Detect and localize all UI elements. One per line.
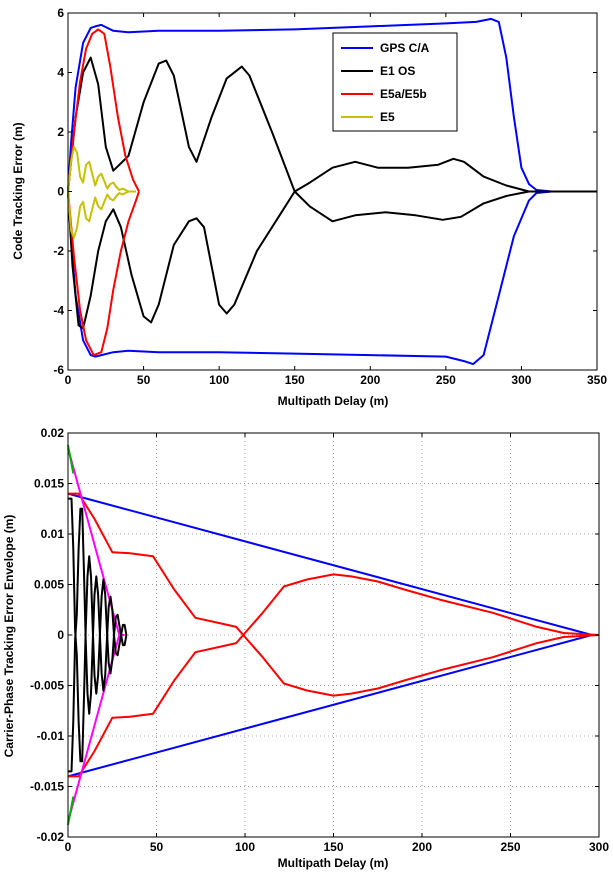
y-tick-label: -0.02 — [37, 830, 65, 844]
x-tick-label: 50 — [150, 840, 164, 854]
gps-c-a-upper-line — [67, 17, 597, 193]
y-tick-label: -2 — [53, 244, 64, 258]
legend: GPS C/A E1 OS E5a/E5b E5 — [332, 32, 458, 132]
x-tick-label: 150 — [323, 840, 343, 854]
x-tick-label: 100 — [235, 840, 255, 854]
x-tick-label: 300 — [511, 373, 531, 387]
series-group — [67, 17, 597, 366]
gps-c-a-lower-line — [67, 190, 597, 366]
x-tick-label: 100 — [209, 373, 229, 387]
y-tick-label: -0.005 — [30, 679, 64, 693]
y-tick-label: -0.015 — [30, 780, 64, 794]
x-tick-label: 0 — [65, 373, 72, 387]
y-tick-label: 0.005 — [34, 578, 64, 592]
y-tick-label: 0.02 — [41, 426, 65, 440]
e1-os-upper-line — [67, 56, 597, 193]
y-axis-label: Code Tracking Error (m) — [11, 122, 25, 259]
e5-legend-label: E5 — [380, 110, 395, 124]
carrier-phase-error-chart: 0 50 100 150 200 250 300 -0.02 -0.015 -0.01 -0.005… — [2, 426, 609, 870]
series-1-lower-line — [67, 634, 593, 778]
series-1-upper-line — [67, 492, 593, 636]
series-4-upper-line — [67, 444, 75, 474]
x-tick-label: 250 — [500, 840, 520, 854]
x-tick-label: 0 — [65, 840, 72, 854]
y-tick-label: 4 — [57, 66, 64, 80]
x-axis-label: Multipath Delay (m) — [278, 394, 389, 408]
x-tick-label: 200 — [360, 373, 380, 387]
x-tick-label: 150 — [285, 373, 305, 387]
x-tick-label: 250 — [436, 373, 456, 387]
e5a-e5b-legend-label: E5a/E5b — [380, 87, 427, 101]
series-2-upper-line — [68, 492, 600, 697]
e5a-e5b-upper-line — [67, 28, 140, 192]
legend-box — [332, 32, 458, 132]
y-tick-label: 0 — [57, 628, 64, 642]
series-2-lower-line — [68, 573, 600, 778]
e5a-e5b-lower-line — [67, 191, 140, 357]
series-4-lower-line — [67, 796, 75, 826]
series-group — [67, 444, 600, 826]
e5-upper-line — [67, 145, 136, 193]
series-5-upper-line — [68, 497, 128, 763]
x-tick-label: 200 — [412, 840, 432, 854]
y-tick-label: 0 — [57, 185, 64, 199]
y-tick-label: -6 — [53, 363, 64, 377]
e1-os-legend-label: E1 OS — [380, 64, 415, 78]
y-tick-label: 2 — [57, 125, 64, 139]
e1-os-lower-line — [67, 190, 597, 330]
code-tracking-error-chart: 0 50 100 150 200 250 300 350 -6 -4 -2 0 2 4 6 Multipat… — [11, 6, 607, 408]
tick-group: 0 50 100 150 200 250 300 -0.02 -0.015 -0.01 -0.005… — [30, 426, 609, 854]
e5-lower-line — [67, 190, 136, 239]
tick-group: 0 50 100 150 200 250 300 350 -6 -4 -2 0 2 4 6 — [53, 6, 607, 387]
y-tick-label: 0.015 — [34, 477, 64, 491]
gps-c-a-legend-label: GPS C/A — [380, 41, 430, 55]
x-axis-label: Multipath Delay (m) — [278, 856, 389, 870]
y-tick-label: -4 — [53, 304, 64, 318]
x-tick-label: 350 — [587, 373, 607, 387]
y-tick-label: 6 — [57, 6, 64, 20]
y-tick-label: -0.01 — [37, 729, 65, 743]
x-tick-label: 50 — [137, 373, 151, 387]
y-axis-label: Carrier-Phase Tracking Error Envelope (m… — [2, 515, 16, 758]
x-tick-label: 300 — [589, 840, 609, 854]
series-5-lower-line — [68, 507, 128, 773]
y-tick-label: 0.01 — [41, 527, 65, 541]
